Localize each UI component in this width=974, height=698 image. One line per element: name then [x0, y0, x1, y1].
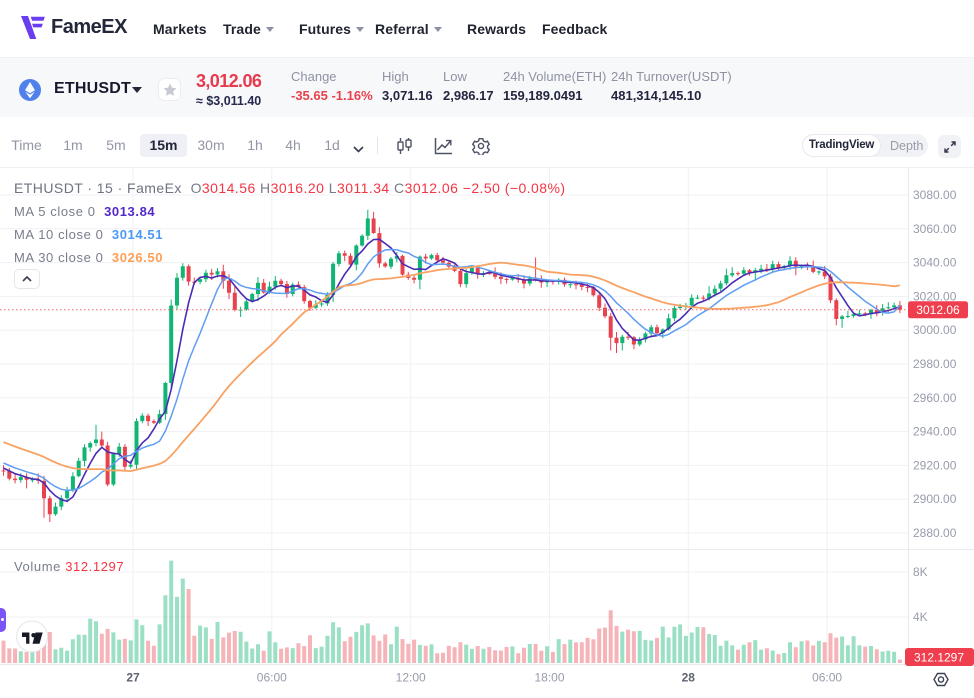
svg-text:18:00: 18:00 [534, 671, 564, 685]
svg-text:2980.00: 2980.00 [913, 357, 957, 371]
svg-text:3020.00: 3020.00 [913, 289, 957, 303]
svg-text:4K: 4K [913, 610, 928, 624]
svg-text:2880.00: 2880.00 [913, 526, 957, 540]
svg-text:2960.00: 2960.00 [913, 391, 957, 405]
svg-text:2940.00: 2940.00 [913, 425, 957, 439]
svg-text:28: 28 [682, 671, 696, 685]
svg-text:8K: 8K [913, 565, 928, 579]
svg-text:12:00: 12:00 [396, 671, 426, 685]
svg-text:3000.00: 3000.00 [913, 323, 957, 337]
svg-text:3080.00: 3080.00 [913, 188, 957, 202]
svg-text:2920.00: 2920.00 [913, 458, 957, 472]
svg-text:27: 27 [126, 671, 140, 685]
svg-text:06:00: 06:00 [812, 671, 842, 685]
svg-text:2900.00: 2900.00 [913, 492, 957, 506]
svg-text:3012.06: 3012.06 [916, 303, 960, 317]
svg-text:3060.00: 3060.00 [913, 222, 957, 236]
svg-text:06:00: 06:00 [257, 671, 287, 685]
svg-text:312.1297: 312.1297 [914, 651, 964, 665]
svg-text:3040.00: 3040.00 [913, 256, 957, 270]
